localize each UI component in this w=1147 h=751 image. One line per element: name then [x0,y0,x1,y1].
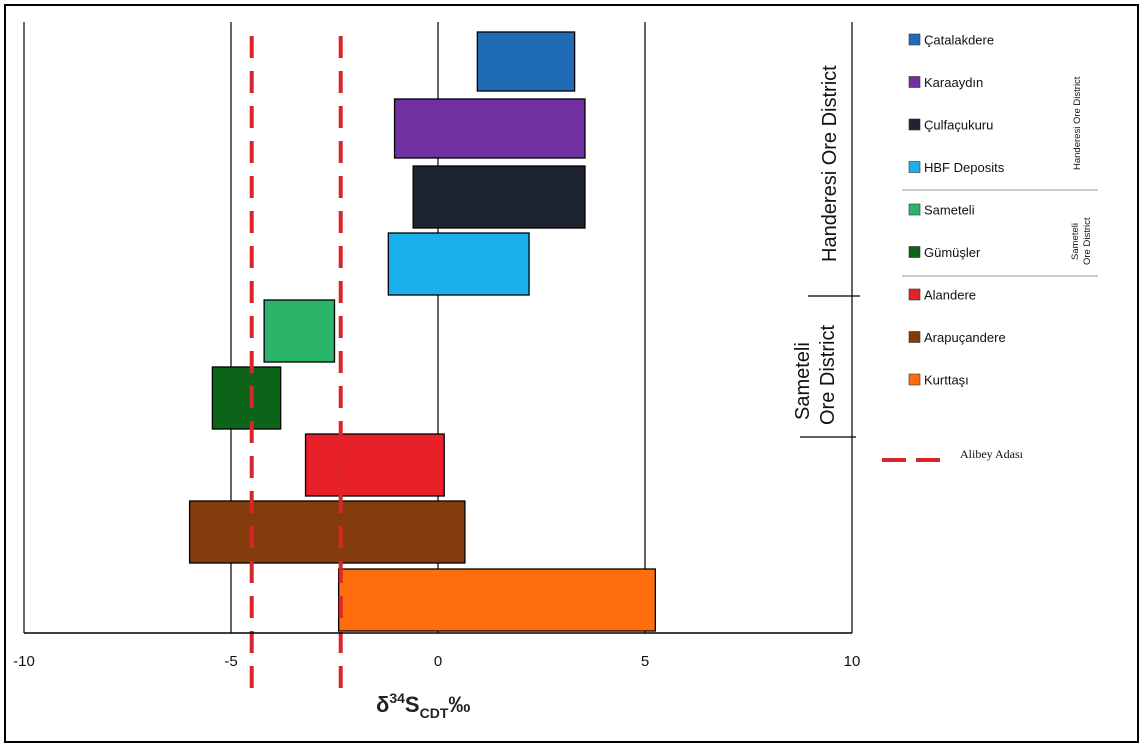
x-tick-label: 10 [844,653,861,670]
legend-swatch [908,246,921,258]
bar-kurtta- [337,568,657,632]
legend-swatch [908,288,921,301]
x-tick-label: -5 [224,653,237,670]
legend-sameteli-label-line1: Sameteli [1070,223,1081,260]
legend-swatch [908,33,921,46]
x-axis-label: δ34SCDT‰ [376,690,470,721]
legend-label: HBF Deposits [924,160,1005,175]
bar-sameteli [263,299,336,363]
legend-label: Kurttaşı [924,373,969,388]
bar-alandere [304,433,445,497]
legend-label: Çatalakdere [924,33,994,48]
bar-g-m-ler [211,366,282,430]
legend-swatch [908,373,921,386]
legend-swatch [908,118,921,131]
x-axis [23,22,852,634]
legend: Çatalakdere Karaaydın Çulfaçukuru HBF Depos… [908,33,1006,388]
legend-label: Alandere [924,288,976,303]
bar--atalakdere [476,31,576,92]
legend-handeresi-label: Handeresi Ore District [1072,76,1083,170]
x-tick-label: -10 [13,653,35,670]
bar-arapu-andere [188,500,466,564]
bar-hbf-deposits [387,232,530,296]
legend-swatch [908,331,921,343]
legend-label: Çulfaçukuru [924,118,993,133]
legend-swatch [908,161,921,173]
bar--ulfa-ukuru [412,165,586,229]
legend-swatch [908,203,921,216]
bars [188,31,657,632]
x-tick-label: 0 [434,653,442,670]
x-tick-label: 5 [641,653,649,670]
legend-alibey-label: Alibey Adası [960,447,1024,461]
legend-swatch [908,76,921,88]
legend-label: Gümüşler [924,245,981,260]
legend-label: Karaaydın [924,75,983,90]
legend-label: Arapuçandere [924,330,1006,345]
sameteli-district-label-line1: Sameteli [792,342,814,420]
legend-label: Sameteli [924,203,975,218]
sameteli-district-label-line2: Ore District [817,325,839,425]
x-tick-labels: -10 -5 0 5 10 [13,653,860,670]
legend-sameteli-label-line2: Ore District [1082,217,1093,265]
reference-lines [249,36,343,688]
handeresi-district-label: Handeresi Ore District [819,65,841,262]
bar-karaayd-n [393,98,586,159]
